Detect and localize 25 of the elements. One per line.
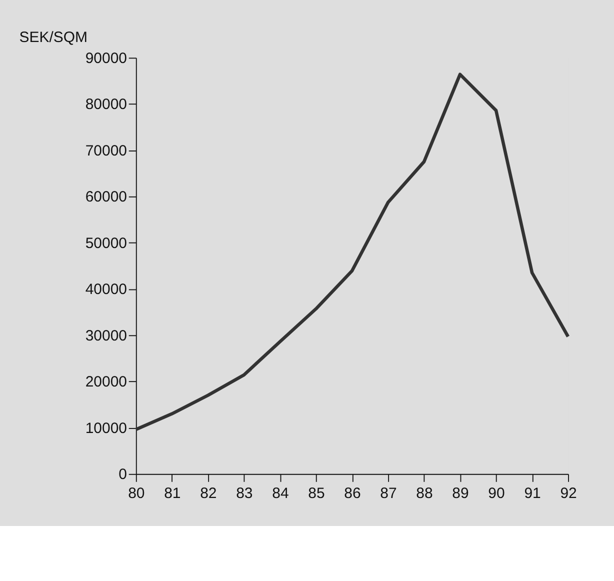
y-tick-label: 80000: [85, 96, 128, 114]
x-tick-label: 80: [128, 484, 145, 502]
x-tick-label: 82: [200, 484, 217, 502]
x-tick-label: 88: [416, 484, 433, 502]
x-tick-label: 83: [236, 484, 253, 502]
x-tick-label: 90: [488, 484, 505, 502]
x-tick-label: 92: [560, 484, 577, 502]
y-axis-title: SEK/SQM: [19, 28, 88, 46]
y-tick-label: 20000: [85, 374, 128, 391]
x-tick-label: 89: [452, 484, 469, 502]
y-tick-label: 30000: [85, 327, 128, 344]
y-tick-label: 70000: [85, 142, 128, 160]
x-tick-label: 86: [344, 484, 361, 502]
x-tick-label: 81: [164, 484, 181, 502]
x-tick-label: 84: [272, 484, 289, 502]
y-tick-label: 90000: [85, 50, 128, 67]
y-tick-label: 0: [118, 466, 128, 484]
y-tick-label: 10000: [85, 420, 128, 437]
y-tick-label: 60000: [85, 188, 128, 206]
line-series: [134, 72, 570, 432]
x-tick-label: 91: [524, 484, 541, 502]
y-tick-label: 50000: [85, 234, 128, 252]
x-tick-label: 85: [308, 484, 325, 502]
x-tick-label: 87: [380, 484, 397, 502]
y-tick-label: 40000: [85, 281, 128, 298]
